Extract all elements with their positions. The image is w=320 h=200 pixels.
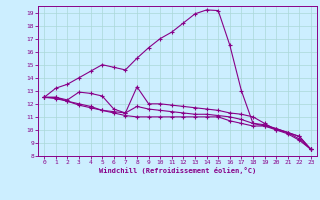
- X-axis label: Windchill (Refroidissement éolien,°C): Windchill (Refroidissement éolien,°C): [99, 167, 256, 174]
